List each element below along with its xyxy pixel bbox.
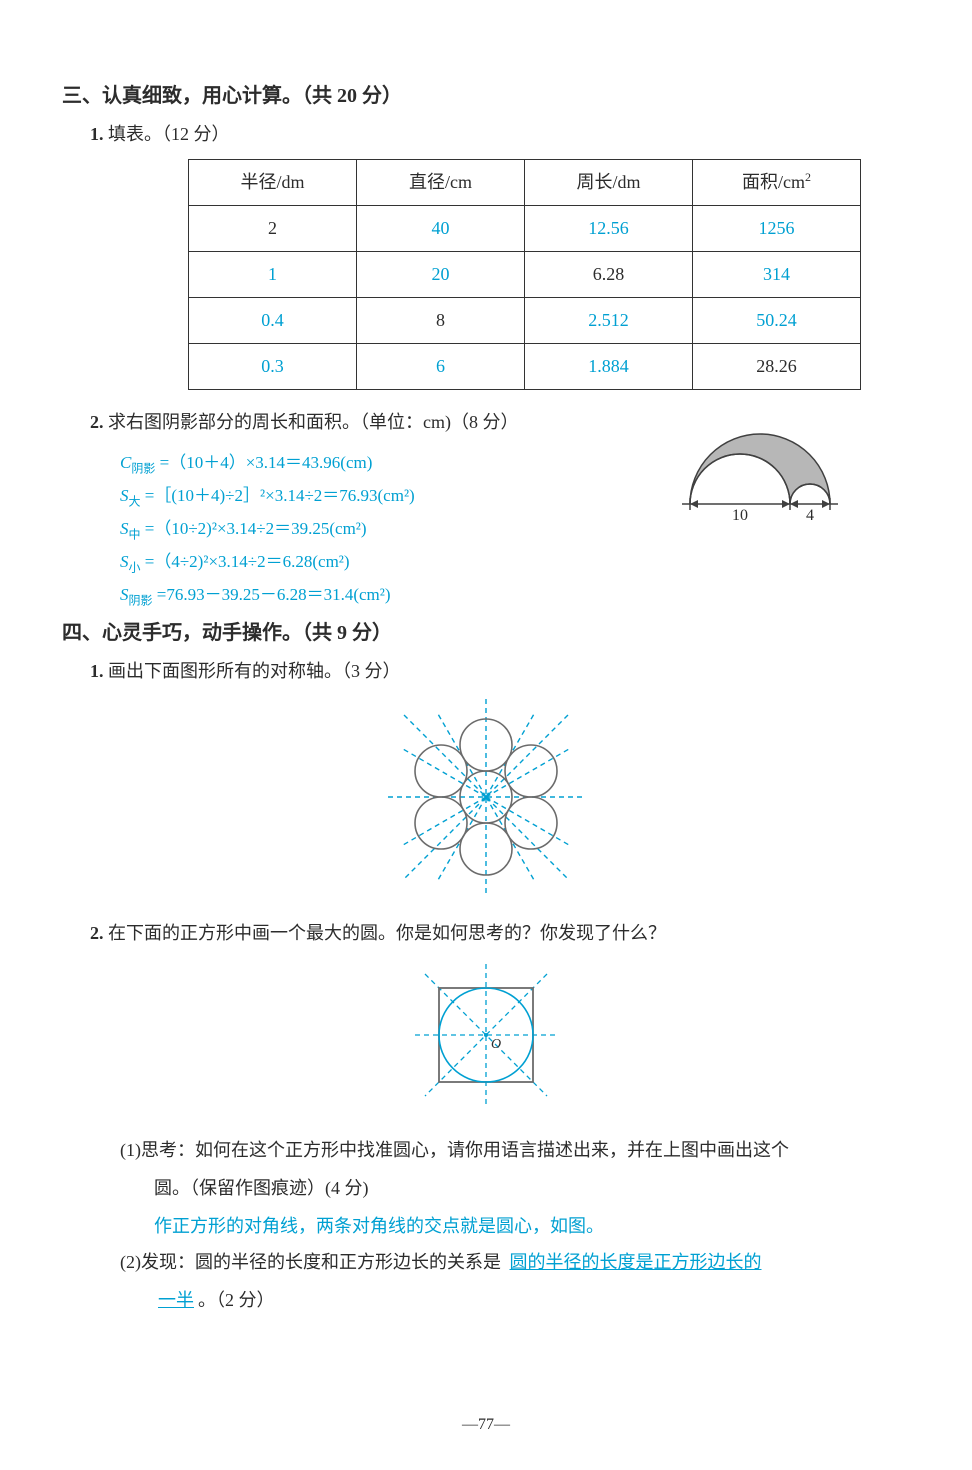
cell: 6.28 xyxy=(525,251,693,297)
cell: 2 xyxy=(189,205,357,251)
sub: 大 xyxy=(129,494,141,508)
s4-q2-sub1-line1: (1)思考：如何在这个正方形中找准圆心，请你用语言描述出来，并在上图中画出这个 xyxy=(120,1132,910,1168)
cell: 0.4 xyxy=(189,297,357,343)
rest: =［(10＋4)÷2］²×3.14÷2＝76.93(cm²) xyxy=(141,486,415,505)
cell: 28.26 xyxy=(693,343,861,389)
sub2-pre: 发现：圆的半径的长度和正方形边长的关系是 xyxy=(141,1252,501,1272)
sym: C xyxy=(120,453,131,472)
table-row: 1 20 6.28 314 xyxy=(189,251,861,297)
cell: 8 xyxy=(357,297,525,343)
rest: =（10÷2)²×3.14÷2＝39.25(cm²) xyxy=(141,519,367,538)
th-area-sup: 2 xyxy=(805,170,811,184)
table-header-row: 半径/dm 直径/cm 周长/dm 面积/cm2 xyxy=(189,159,861,205)
sym: S xyxy=(120,519,129,538)
s4-q1-num: 1. xyxy=(90,661,104,681)
s4-q1-text: 画出下面图形所有的对称轴。（3 分） xyxy=(108,661,401,681)
sub1-text2: 圆。（保留作图痕迹）(4 分) xyxy=(154,1178,369,1198)
sub: 阴影 xyxy=(131,461,155,475)
s3-q2-text: 求右图阴影部分的周长和面积。（单位：cm)（8 分） xyxy=(108,412,518,432)
s3-q1-text: 填表。（12 分） xyxy=(108,124,230,144)
circles-symmetry-figure xyxy=(386,697,586,897)
section3-heading: 三、认真细致，用心计算。（共 20 分） xyxy=(62,80,910,112)
rest: =76.93－39.25－6.28＝31.4(cm²) xyxy=(153,585,391,604)
th-diameter: 直径/cm xyxy=(357,159,525,205)
cell: 314 xyxy=(693,251,861,297)
s4-q2-line: 2. 在下面的正方形中画一个最大的圆。你是如何思考的？你发现了什么？ xyxy=(90,919,910,948)
shaded-arcs-figure: 10 4 xyxy=(670,414,900,533)
sym: S xyxy=(120,486,129,505)
symmetry-figure-wrap xyxy=(62,697,910,897)
s4-q2-sub2-line1: (2)发现：圆的半径的长度和正方形边长的关系是 圆的半径的长度是正方形边长的 xyxy=(120,1244,910,1280)
circle-table: 半径/dm 直径/cm 周长/dm 面积/cm2 2 40 12.56 1256… xyxy=(188,159,861,390)
th-circumference: 周长/dm xyxy=(525,159,693,205)
sub2-label: (2) xyxy=(120,1252,141,1272)
square-circle-figure-wrap: O xyxy=(62,960,910,1110)
s3-q2-num: 2. xyxy=(90,412,104,432)
s4-q2-num: 2. xyxy=(90,923,104,943)
s4-q2-text: 在下面的正方形中画一个最大的圆。你是如何思考的？你发现了什么？ xyxy=(108,923,666,943)
section4-heading: 四、心灵手巧，动手操作。（共 9 分） xyxy=(62,617,910,649)
th-radius: 半径/dm xyxy=(189,159,357,205)
cell: 12.56 xyxy=(525,205,693,251)
sub2-ans2: 一半 xyxy=(154,1290,198,1310)
cell: 1.884 xyxy=(525,343,693,389)
sym: S xyxy=(120,552,129,571)
fig-label-10: 10 xyxy=(732,507,748,524)
cell: 2.512 xyxy=(525,297,693,343)
table-row: 0.3 6 1.884 28.26 xyxy=(189,343,861,389)
table-row: 0.4 8 2.512 50.24 xyxy=(189,297,861,343)
cell: 0.3 xyxy=(189,343,357,389)
sub: 小 xyxy=(129,561,141,575)
cell: 40 xyxy=(357,205,525,251)
cell: 6 xyxy=(357,343,525,389)
s3-q2-wrap: 2. 求右图阴影部分的周长和面积。（单位：cm)（8 分） C阴影 =（10＋4… xyxy=(62,408,910,613)
center-o-label: O xyxy=(491,1037,501,1052)
cell: 1 xyxy=(189,251,357,297)
sub2-ans1: 圆的半径的长度是正方形边长的 xyxy=(506,1252,766,1272)
th-area: 面积/cm2 xyxy=(693,159,861,205)
cell: 20 xyxy=(357,251,525,297)
cell: 50.24 xyxy=(693,297,861,343)
sub1-text: 思考：如何在这个正方形中找准圆心，请你用语言描述出来，并在上图中画出这个 xyxy=(141,1140,789,1160)
sub: 中 xyxy=(129,527,141,541)
s4-q1-line: 1. 画出下面图形所有的对称轴。（3 分） xyxy=(90,657,910,686)
s4-q2-sub2-line2: 一半。（2 分） xyxy=(154,1282,910,1318)
s4-q2-sub1-answer: 作正方形的对角线，两条对角线的交点就是圆心，如图。 xyxy=(154,1208,910,1244)
rest: =（4÷2)²×3.14÷2＝6.28(cm²) xyxy=(141,552,350,571)
calc-l4: S小 =（4÷2)²×3.14÷2＝6.28(cm²) xyxy=(120,546,910,579)
rest: =（10＋4）×3.14＝43.96(cm) xyxy=(155,453,372,472)
sym: S xyxy=(120,585,129,604)
calc-l5: S阴影 =76.93－39.25－6.28＝31.4(cm²) xyxy=(120,579,910,612)
sub2-tail: 。（2 分） xyxy=(198,1290,275,1310)
fig-label-4: 4 xyxy=(806,507,814,524)
s3-q1-num: 1. xyxy=(90,124,104,144)
s4-q2-sub1-line2: 圆。（保留作图痕迹）(4 分) xyxy=(154,1170,910,1206)
sub1-label: (1) xyxy=(120,1140,141,1160)
s3-q1-line: 1. 填表。（12 分） xyxy=(90,120,910,149)
th-area-text: 面积/cm xyxy=(742,172,805,192)
square-circle-figure: O xyxy=(411,960,561,1110)
table-row: 2 40 12.56 1256 xyxy=(189,205,861,251)
cell: 1256 xyxy=(693,205,861,251)
sub: 阴影 xyxy=(129,594,153,608)
page-number: —77— xyxy=(0,1412,972,1438)
